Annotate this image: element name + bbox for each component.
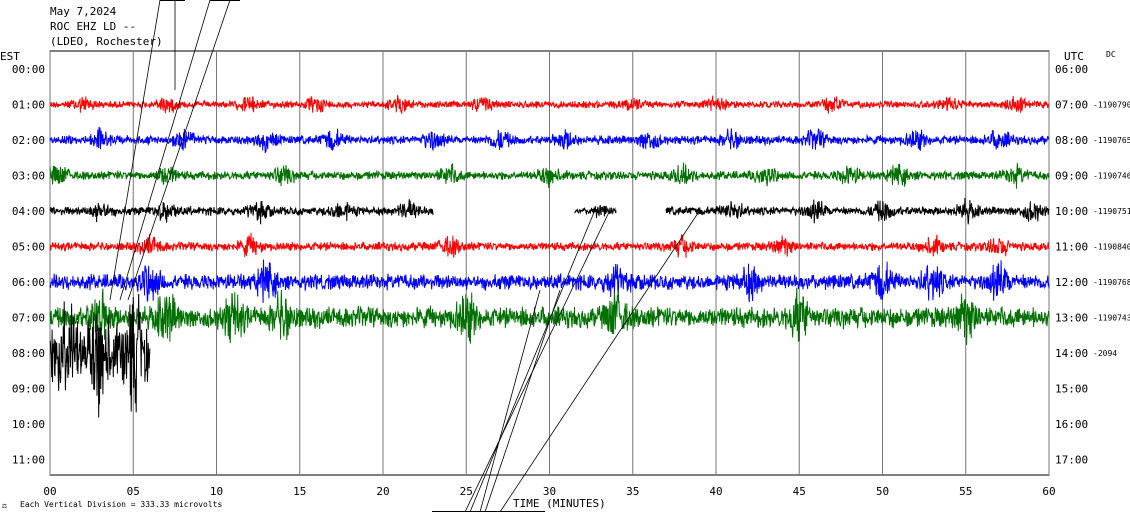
header-date: May 7,2024: [50, 5, 117, 18]
est-hour-label: 03:00: [12, 170, 45, 183]
overlay-line: [464, 209, 611, 513]
dc-offset-label: -1190765: [1093, 136, 1130, 145]
grid: [49, 51, 1050, 475]
overlay-line: [469, 209, 596, 513]
seismic-trace: [49, 199, 434, 225]
est-hour-label: 11:00: [12, 454, 45, 467]
utc-hour-label: 06:00: [1055, 63, 1088, 76]
est-hour-label: 04:00: [12, 205, 45, 218]
est-hour-label: 09:00: [12, 383, 45, 396]
x-tick-label: 30: [543, 485, 556, 498]
dc-offset-label: -1190751: [1093, 207, 1130, 216]
est-hour-label: 10:00: [12, 418, 45, 431]
left-zone-label: EST: [0, 50, 20, 63]
utc-hour-label: 12:00: [1055, 276, 1088, 289]
dc-offset-label: -1190790: [1093, 101, 1130, 110]
seismic-trace: [49, 95, 1050, 114]
seismic-trace: [49, 287, 1050, 346]
trace-group: [49, 95, 1050, 418]
overlay-line: [127, 0, 231, 301]
seismic-trace: [574, 204, 617, 219]
seismic-trace: [49, 232, 1050, 258]
utc-hour-label: 13:00: [1055, 312, 1088, 325]
right-zone-label: UTC: [1064, 50, 1084, 63]
scale-mark: ⚖: [2, 501, 7, 510]
x-tick-label: 40: [709, 485, 722, 498]
utc-hour-label: 08:00: [1055, 134, 1088, 147]
overlay-line: [109, 0, 161, 301]
seismic-trace: [49, 293, 151, 418]
x-tick-label: 60: [1042, 485, 1055, 498]
x-tick-label: 10: [210, 485, 223, 498]
est-hour-label: 00:00: [12, 63, 45, 76]
seismic-trace: [49, 162, 1050, 189]
dc-offset-label: -2094: [1093, 349, 1117, 358]
utc-hour-label: 15:00: [1055, 383, 1088, 396]
est-hour-label: 06:00: [12, 276, 45, 289]
utc-hour-label: 10:00: [1055, 205, 1088, 218]
x-tick-label: 25: [460, 485, 473, 498]
x-tick-labels: 00 05 10 15 20 25 30 35 40 45 50 55 60: [43, 485, 1055, 498]
utc-hour-label: 14:00: [1055, 347, 1088, 360]
timing-overlay-lines: [109, 0, 701, 513]
dc-offset-label: -1190743: [1093, 314, 1130, 323]
dc-offset-labels: -1190790 -1190765 -1190746 -1190751 -1190840…: [1093, 101, 1130, 359]
x-tick-label: 45: [793, 485, 806, 498]
dc-offset-label: -1190768: [1093, 278, 1130, 287]
utc-hour-label: 17:00: [1055, 454, 1088, 467]
est-hour-label: 01:00: [12, 99, 45, 112]
dc-label: DC: [1106, 50, 1116, 59]
x-tick-label: 15: [293, 485, 306, 498]
x-tick-label: 00: [43, 485, 56, 498]
overlay-line: [484, 289, 561, 513]
est-hour-label: 08:00: [12, 347, 45, 360]
x-axis-label: TIME (MINUTES): [513, 497, 606, 510]
est-hour-label: 07:00: [12, 312, 45, 325]
x-tick-label: 50: [876, 485, 889, 498]
x-tick-label: 20: [376, 485, 389, 498]
est-hour-label: 05:00: [12, 241, 45, 254]
header-station: ROC EHZ LD --: [50, 20, 136, 33]
header-network: (LDEO, Rochester): [50, 35, 163, 48]
utc-hour-label: 07:00: [1055, 99, 1088, 112]
x-tick-label: 35: [626, 485, 639, 498]
utc-hour-label: 11:00: [1055, 241, 1088, 254]
utc-hour-label: 16:00: [1055, 418, 1088, 431]
est-labels: 00:00 01:00 02:00 03:00 04:00 05:00 06:00 07:00…: [12, 63, 45, 467]
dc-offset-label: -1190840: [1093, 243, 1130, 252]
utc-hour-label: 09:00: [1055, 170, 1088, 183]
seismic-trace: [49, 126, 1050, 154]
seismic-trace: [49, 259, 1050, 303]
dc-offset-label: -1190746: [1093, 172, 1130, 181]
scale-note: Each Vertical Division = 333.33 microvol…: [20, 500, 222, 509]
est-hour-label: 02:00: [12, 134, 45, 147]
utc-labels: 06:00 07:00 08:00 09:00 10:00 11:00 12:00 13:00…: [1055, 63, 1088, 467]
overlay-line: [119, 0, 211, 301]
overlay-line: [499, 209, 701, 513]
x-tick-label: 05: [127, 485, 140, 498]
x-tick-label: 55: [959, 485, 972, 498]
overlay-line: [479, 289, 541, 513]
seismic-trace: [665, 197, 1050, 225]
